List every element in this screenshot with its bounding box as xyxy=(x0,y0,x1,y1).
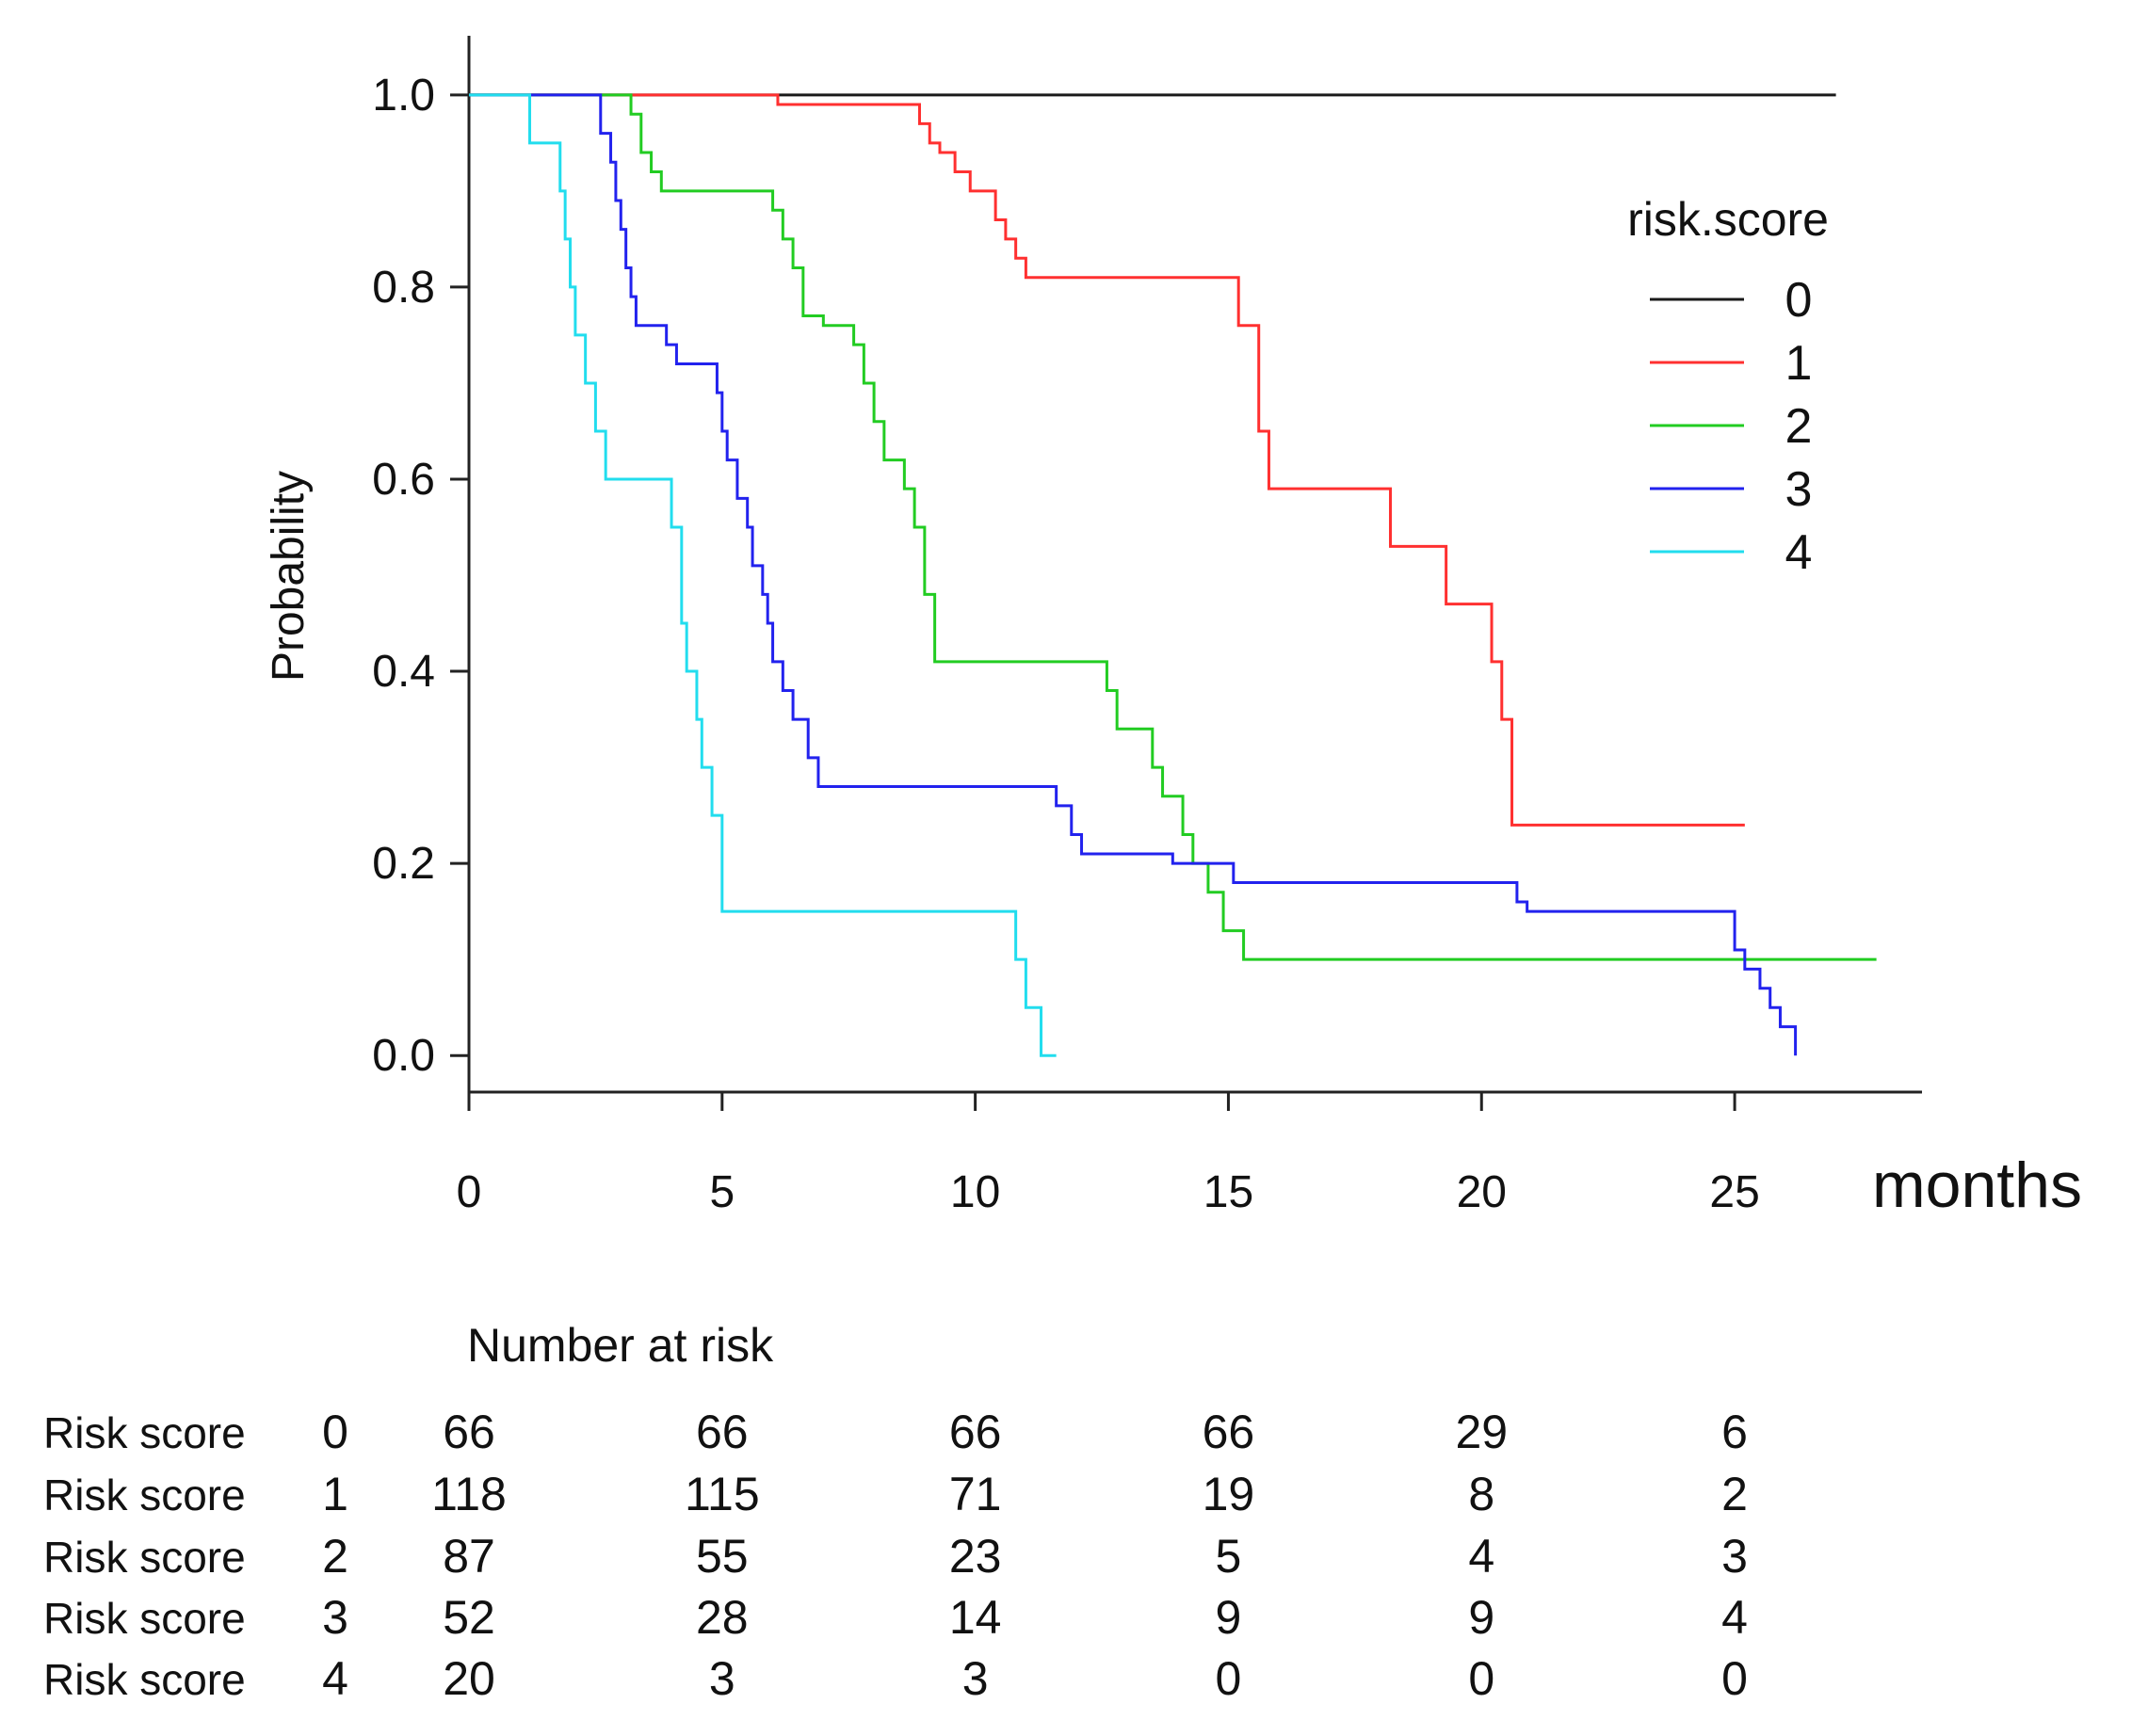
risk-count-cell: 4 xyxy=(1468,1530,1494,1583)
risk-count-cell: 4 xyxy=(1721,1591,1748,1644)
risk-count-cell: 14 xyxy=(949,1591,1002,1644)
legend-label-0: 0 xyxy=(1785,273,1813,328)
legend: risk.score 0 1 2 3 4 xyxy=(1627,193,1829,580)
legend-label-4: 4 xyxy=(1785,525,1813,580)
risk-row-label: Risk score xyxy=(43,1655,246,1704)
y-tick-label: 0.2 xyxy=(372,839,435,889)
risk-row-group: 3 xyxy=(322,1591,348,1644)
risk-row-group: 0 xyxy=(322,1406,348,1458)
x-tick-label: 5 xyxy=(709,1167,735,1217)
risk-row-label: Risk score xyxy=(43,1471,246,1519)
risk-count-cell: 66 xyxy=(696,1406,749,1458)
risk-table-title: Number at risk xyxy=(467,1319,774,1372)
x-tick-label: 0 xyxy=(457,1167,482,1217)
x-axis-title: months xyxy=(1872,1149,2082,1221)
risk-count-cell: 3 xyxy=(962,1652,989,1705)
risk-row-group: 4 xyxy=(322,1652,348,1705)
risk-row-label: Risk score xyxy=(43,1408,246,1457)
risk-count-cell: 23 xyxy=(949,1530,1002,1583)
risk-count-cell: 71 xyxy=(949,1468,1002,1520)
risk-count-cell: 118 xyxy=(431,1468,507,1520)
risk-count-cell: 3 xyxy=(709,1652,735,1705)
risk-count-cell: 9 xyxy=(1468,1591,1494,1644)
risk-count-cell: 66 xyxy=(949,1406,1002,1458)
legend-label-3: 3 xyxy=(1785,462,1813,517)
risk-count-cell: 3 xyxy=(1721,1530,1748,1583)
risk-row-group: 2 xyxy=(322,1530,348,1583)
risk-count-cell: 29 xyxy=(1455,1406,1508,1458)
x-tick-label: 25 xyxy=(1709,1167,1759,1217)
risk-count-cell: 115 xyxy=(685,1468,760,1520)
x-tick-label: 20 xyxy=(1457,1167,1507,1217)
y-tick-label: 0.6 xyxy=(372,455,435,505)
risk-row-group: 1 xyxy=(322,1468,348,1520)
risk-count-cell: 0 xyxy=(1468,1652,1494,1705)
risk-row-label: Risk score xyxy=(43,1594,246,1643)
risk-count-cell: 20 xyxy=(443,1652,495,1705)
risk-count-cell: 19 xyxy=(1203,1468,1255,1520)
y-axis-title: Probability xyxy=(264,471,314,682)
risk-count-cell: 2 xyxy=(1721,1468,1748,1520)
y-tick-label: 0.4 xyxy=(372,647,435,697)
risk-count-cell: 87 xyxy=(443,1530,495,1583)
legend-label-2: 2 xyxy=(1785,399,1813,454)
risk-count-cell: 52 xyxy=(443,1591,495,1644)
y-tick-label: 0.8 xyxy=(372,263,435,313)
risk-count-cell: 28 xyxy=(696,1591,749,1644)
y-tick-label: 1.0 xyxy=(372,71,435,121)
risk-count-cell: 6 xyxy=(1721,1406,1748,1458)
risk-count-cell: 8 xyxy=(1468,1468,1494,1520)
risk-count-cell: 55 xyxy=(696,1530,749,1583)
x-tick-label: 15 xyxy=(1203,1167,1253,1217)
survival-curve-2 xyxy=(469,93,1877,961)
survival-curve-1 xyxy=(469,93,1745,827)
legend-label-1: 1 xyxy=(1785,336,1813,391)
x-tick-label: 10 xyxy=(950,1167,1000,1217)
risk-count-cell: 5 xyxy=(1216,1530,1242,1583)
risk-count-cell: 0 xyxy=(1216,1652,1242,1705)
risk-row-label: Risk score xyxy=(43,1533,246,1582)
risk-count-cell: 9 xyxy=(1216,1591,1242,1644)
survival-curve-4 xyxy=(469,93,1057,1057)
risk-count-cell: 66 xyxy=(443,1406,495,1458)
survival-curves xyxy=(469,93,1877,1057)
survival-curve-3 xyxy=(469,93,1798,1056)
y-tick-label: 0.0 xyxy=(372,1031,435,1081)
risk-count-cell: 0 xyxy=(1721,1652,1748,1705)
risk-count-cell: 66 xyxy=(1203,1406,1255,1458)
axes: 0.00.20.40.60.81.00 5 10 15 20 25Probabilitym… xyxy=(264,36,2082,1221)
legend-title: risk.score xyxy=(1627,193,1829,246)
